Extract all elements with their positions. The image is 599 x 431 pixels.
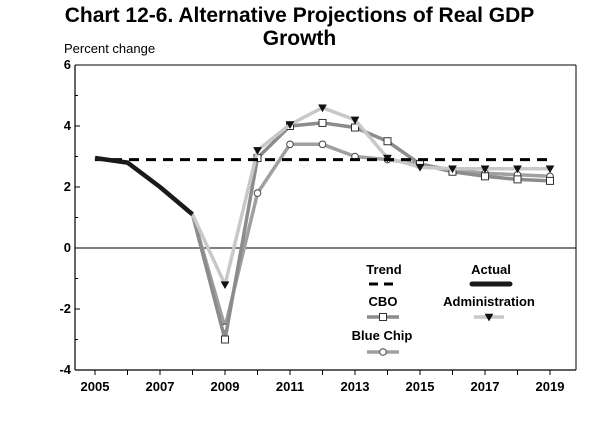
legend-administration-label: Administration bbox=[443, 294, 535, 309]
y-tick-label: 0 bbox=[64, 240, 71, 255]
administration-point bbox=[415, 163, 425, 172]
administration-point bbox=[480, 165, 490, 174]
blue-chip-point bbox=[253, 189, 262, 197]
x-tick-label: 2017 bbox=[471, 379, 500, 394]
blue-chip-point bbox=[318, 140, 327, 149]
cbo-point bbox=[513, 175, 522, 184]
y-tick-label: 6 bbox=[64, 57, 71, 72]
blue-chip-series-line bbox=[190, 142, 551, 330]
cbo-point bbox=[221, 335, 229, 344]
legend-actual-label: Actual bbox=[471, 262, 511, 277]
administration-point bbox=[220, 281, 230, 290]
chart-title-line2: Growth bbox=[262, 27, 337, 50]
x-tick-label: 2009 bbox=[211, 379, 240, 394]
y-axis-label: Percent change bbox=[64, 41, 156, 56]
x-tick-label: 2013 bbox=[341, 379, 370, 394]
administration-point bbox=[545, 165, 555, 174]
legend-administration-marker bbox=[484, 313, 494, 322]
y-tick-label: -4 bbox=[59, 362, 71, 377]
legend-trend-label: Trend bbox=[366, 262, 401, 277]
cbo-point bbox=[383, 137, 392, 146]
administration-point bbox=[285, 121, 295, 129]
administration-point bbox=[350, 116, 360, 125]
x-tick-label: 2005 bbox=[81, 379, 110, 394]
legend-blue-chip-label: Blue Chip bbox=[352, 328, 413, 343]
cbo-series-line bbox=[190, 121, 551, 342]
y-tick-label: -2 bbox=[59, 301, 71, 316]
chart-title-line1: Chart 12-6. Alternative Projections of R… bbox=[64, 4, 535, 27]
legend-blue-chip-marker bbox=[379, 348, 387, 356]
legend-cbo-marker bbox=[379, 313, 387, 321]
y-tick-label: 4 bbox=[64, 118, 72, 133]
x-tick-label: 2019 bbox=[536, 379, 565, 394]
x-tick-label: 2007 bbox=[146, 379, 175, 394]
blue-chip-point bbox=[286, 140, 294, 149]
y-tick-label: 2 bbox=[64, 179, 71, 194]
administration-series-line bbox=[190, 105, 550, 287]
cbo-point bbox=[481, 172, 489, 181]
chart-title: Chart 12-6. Alternative Projections of R… bbox=[0, 4, 599, 50]
administration-point bbox=[513, 165, 522, 174]
actual-series-line bbox=[94, 155, 194, 217]
administration-point bbox=[253, 147, 262, 155]
cbo-point bbox=[318, 118, 327, 127]
administration-point bbox=[448, 165, 457, 174]
cbo-point bbox=[546, 176, 554, 185]
x-tick-label: 2011 bbox=[276, 379, 304, 394]
legend-cbo-label: CBO bbox=[369, 294, 398, 309]
x-tick-label: 2015 bbox=[406, 379, 435, 394]
administration-point bbox=[318, 104, 327, 113]
